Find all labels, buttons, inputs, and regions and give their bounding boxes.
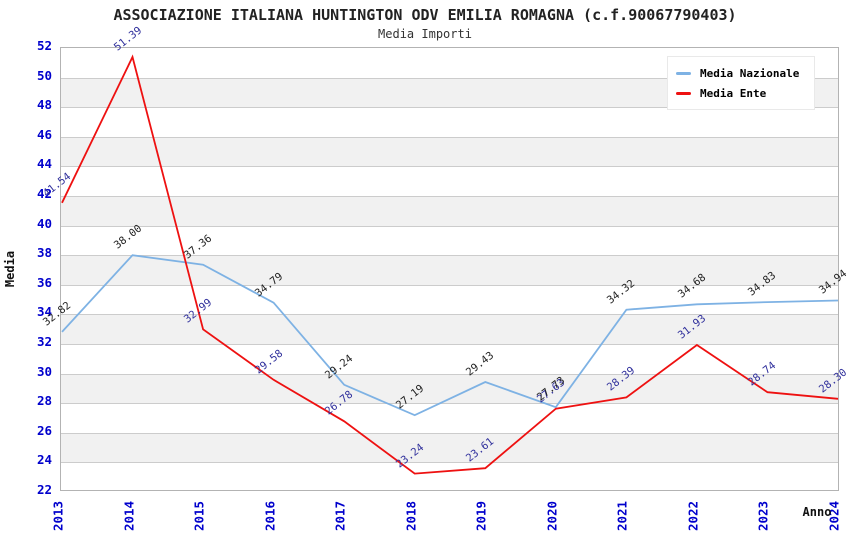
x-axis-title: Anno	[802, 505, 832, 519]
gridline	[61, 314, 838, 316]
y-tick-label: 34	[36, 304, 52, 320]
x-tick-label: 2014	[121, 500, 137, 532]
plot-band	[61, 314, 838, 344]
plot-band	[61, 136, 838, 167]
gridline	[61, 77, 838, 79]
x-tick-label: 2021	[614, 500, 630, 532]
series-lines	[61, 54, 839, 475]
legend-label: Media Ente	[700, 86, 767, 100]
y-tick-label: 28	[36, 393, 52, 409]
x-tick-label: 2013	[50, 500, 66, 532]
legend: Media Nazionale Media Ente	[668, 57, 814, 109]
y-tick-label: 32	[36, 334, 52, 349]
y-tick-label: 22	[36, 482, 52, 497]
legend-item: Media Ente	[676, 83, 814, 103]
y-tick-label: 42	[36, 186, 52, 201]
gridline	[61, 432, 838, 434]
gridline	[61, 196, 838, 197]
y-tick-label: 24	[36, 452, 52, 468]
x-tick-label: 2016	[262, 500, 278, 532]
legend-swatch-nazionale	[676, 71, 691, 75]
chart-subtitle: Media Importi	[378, 27, 472, 41]
chart-title: ASSOCIAZIONE ITALIANA HUNTINGTON ODV EMI…	[113, 6, 737, 24]
plot-band	[61, 196, 838, 226]
x-tick-label: 2020	[544, 500, 560, 532]
y-tick-label: 52	[36, 38, 52, 53]
gridline	[61, 107, 838, 109]
y-tick-label: 30	[36, 363, 52, 379]
y-tick-label: 26	[36, 422, 52, 438]
gridline	[61, 462, 838, 464]
plot-band	[61, 432, 838, 463]
gridline	[61, 373, 838, 375]
plot-area	[60, 47, 839, 491]
x-tick-label: 2019	[473, 500, 489, 532]
y-tick-label: 50	[36, 67, 52, 83]
series-line-ente	[61, 54, 839, 475]
y-tick-label: 48	[36, 97, 52, 113]
legend-label: Media Nazionale	[700, 66, 800, 80]
gridline	[61, 166, 838, 168]
x-tick-label: 2023	[755, 500, 771, 532]
gridline	[61, 344, 838, 345]
y-axis-title: Media	[3, 250, 17, 288]
gridline	[61, 403, 838, 405]
legend-swatch-ente	[676, 91, 691, 95]
y-tick-label: 44	[36, 156, 52, 172]
gridline	[61, 255, 838, 257]
legend-item: Media Nazionale	[676, 63, 814, 83]
y-tick-label: 36	[36, 274, 52, 290]
x-tick-label: 2022	[685, 500, 701, 532]
y-tick-label: 46	[36, 126, 52, 142]
x-tick-label: 2018	[403, 500, 419, 532]
series-line-nazionale	[61, 254, 839, 417]
x-tick-label: 2017	[332, 500, 348, 532]
gridline	[61, 225, 838, 227]
y-tick-label: 38	[36, 245, 52, 261]
gridline	[61, 136, 838, 138]
gridline	[61, 284, 838, 286]
x-tick-label: 2015	[191, 500, 207, 532]
y-tick-label: 40	[36, 215, 52, 231]
